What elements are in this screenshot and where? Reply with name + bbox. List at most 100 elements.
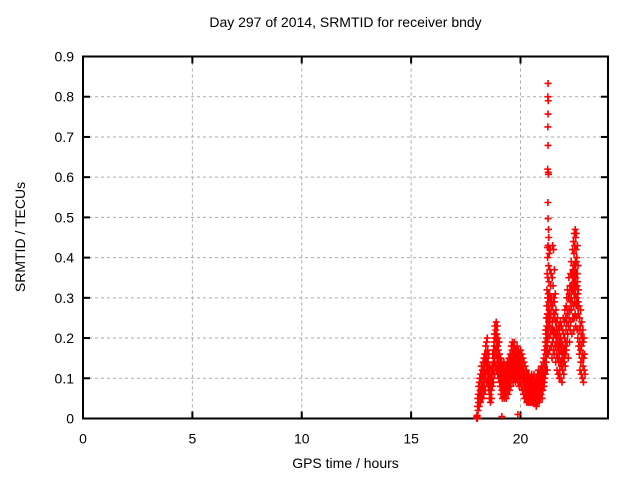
y-tick-label: 0.7 <box>55 129 75 145</box>
data-point <box>579 362 587 370</box>
data-point <box>560 358 568 366</box>
data-point <box>580 334 588 342</box>
data-point <box>504 390 512 398</box>
data-point <box>570 278 578 286</box>
y-tick-label: 0 <box>66 411 74 427</box>
data-point <box>544 254 552 262</box>
data-point <box>574 290 582 298</box>
data-point <box>488 394 496 402</box>
data-point <box>576 322 584 330</box>
data-point <box>544 97 552 105</box>
data-point <box>520 358 528 366</box>
data-point <box>545 262 552 270</box>
data-point <box>573 270 581 278</box>
data-point <box>483 354 491 362</box>
data-point <box>557 374 565 382</box>
x-tick-label: 5 <box>188 431 196 447</box>
y-tick-label: 0.6 <box>55 169 75 185</box>
data-point <box>521 362 529 370</box>
data-point <box>569 238 577 246</box>
data-point <box>510 338 518 346</box>
data-point <box>492 346 500 354</box>
data-point <box>513 342 521 350</box>
y-tick-label: 0.8 <box>55 89 75 105</box>
data-point <box>551 310 559 318</box>
data-point <box>567 318 575 326</box>
data-point <box>543 286 551 294</box>
x-tick-label: 10 <box>294 431 310 447</box>
data-point <box>493 322 501 330</box>
data-point <box>527 378 535 386</box>
data-point <box>476 398 484 406</box>
data-point <box>535 390 543 398</box>
data-point <box>474 406 482 414</box>
chart-title: Day 297 of 2014, SRMTID for receiver bnd… <box>209 14 482 30</box>
data-point <box>548 274 556 282</box>
data-point <box>549 302 557 310</box>
data-point <box>545 306 553 314</box>
data-point <box>487 398 495 406</box>
y-tick-label: 0.2 <box>55 330 75 346</box>
data-point <box>506 386 514 394</box>
data-point <box>542 346 550 354</box>
data-point <box>577 330 585 338</box>
data-point <box>572 229 580 237</box>
data-point <box>539 378 547 386</box>
data-point <box>487 386 495 394</box>
data-point <box>557 322 565 330</box>
data-point <box>486 390 494 398</box>
data-point <box>546 322 554 330</box>
data-point <box>507 382 515 390</box>
data-point <box>473 414 481 422</box>
data-point <box>564 354 572 362</box>
data-point <box>545 278 553 286</box>
data-point <box>575 302 583 310</box>
data-point <box>578 318 586 326</box>
data-point <box>510 354 518 362</box>
data-point <box>482 342 490 350</box>
data-point <box>544 215 552 223</box>
data-point <box>577 358 585 366</box>
data-point <box>538 386 546 394</box>
data-point <box>562 302 570 310</box>
data-point <box>550 246 558 254</box>
y-tick-label: 0.9 <box>55 49 75 65</box>
data-point <box>545 170 552 178</box>
data-point <box>558 378 566 386</box>
data-point <box>570 250 578 258</box>
data-point <box>483 334 491 342</box>
data-point <box>488 382 496 390</box>
data-point <box>572 246 580 254</box>
data-point <box>571 274 579 282</box>
data-point <box>549 282 557 290</box>
data-point <box>547 270 555 278</box>
data-point <box>550 266 558 274</box>
data-point <box>535 398 543 406</box>
data-point <box>544 244 552 252</box>
data-point <box>558 354 566 362</box>
data-point <box>538 394 546 402</box>
data-point <box>581 350 589 358</box>
data-point <box>517 346 525 354</box>
data-point <box>495 350 503 358</box>
data-point <box>550 298 558 306</box>
data-point <box>479 394 487 402</box>
data-point <box>518 350 526 358</box>
x-axis-label: GPS time / hours <box>292 455 399 471</box>
data-point <box>498 412 506 420</box>
data-point <box>571 266 579 274</box>
data-point <box>544 123 552 131</box>
data-point <box>544 79 552 87</box>
data-point <box>568 330 576 338</box>
data-point <box>510 374 517 382</box>
plot-border <box>82 55 609 420</box>
data-point <box>577 306 585 314</box>
data-point <box>564 322 572 330</box>
y-tick-label: 0.1 <box>55 370 75 386</box>
data-point <box>494 338 502 346</box>
data-point <box>493 342 501 350</box>
data-point <box>561 362 569 370</box>
data-point <box>519 354 527 362</box>
data-point <box>497 354 505 362</box>
data-point <box>502 394 510 402</box>
